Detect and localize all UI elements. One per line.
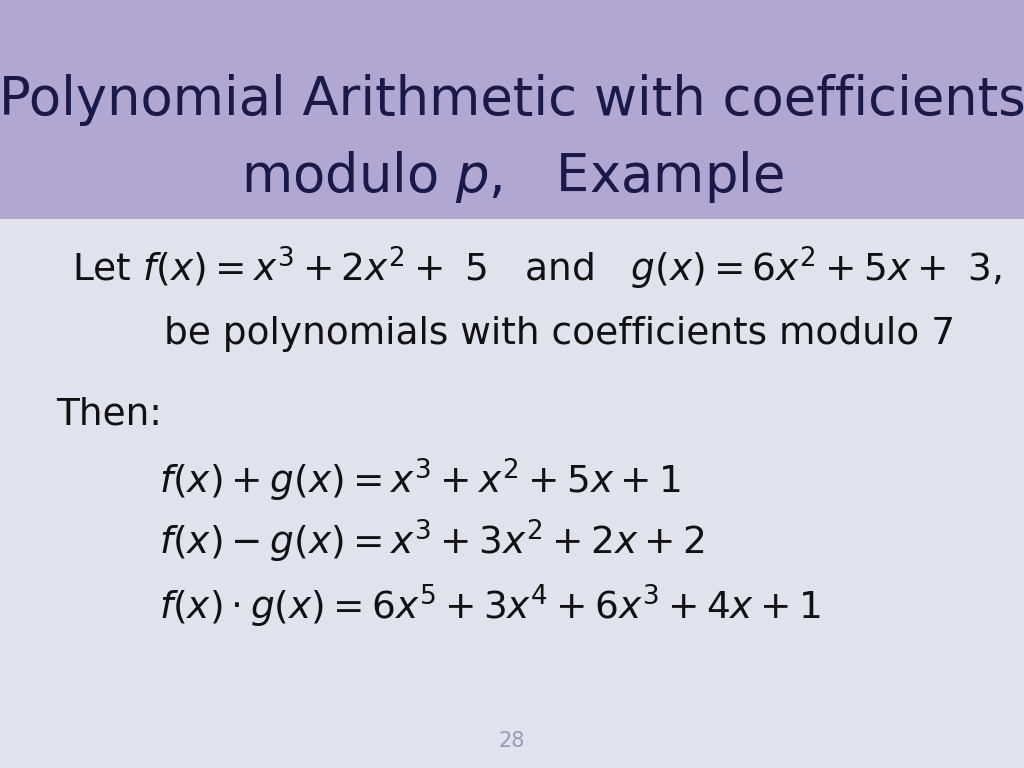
Text: be polynomials with coefficients modulo 7: be polynomials with coefficients modulo … xyxy=(164,316,955,352)
Text: $f(x) - g(x) = x^3 + 3x^2 + 2x + 2$: $f(x) - g(x) = x^3 + 3x^2 + 2x + 2$ xyxy=(159,518,705,565)
Text: modulo $p$,   Example: modulo $p$, Example xyxy=(241,149,783,204)
Bar xyxy=(0,0,1024,219)
Text: $f(x) + g(x) = x^3 + x^2 + 5x + 1$: $f(x) + g(x) = x^3 + x^2 + 5x + 1$ xyxy=(159,456,681,504)
Text: Then:: Then: xyxy=(56,397,162,432)
Text: Let $f(x) = x^3 + 2x^2 +\ 5$   and   $g(x) = 6x^2 + 5x +\ 3,$: Let $f(x) = x^3 + 2x^2 +\ 5$ and $g(x) =… xyxy=(72,245,1001,293)
Text: 28: 28 xyxy=(499,731,525,751)
Text: $f(x) \cdot g(x) = 6x^5 + 3x^4 +6x^3 + 4x + 1$: $f(x) \cdot g(x) = 6x^5 + 3x^4 +6x^3 + 4… xyxy=(159,583,820,631)
Text: Polynomial Arithmetic with coefficients: Polynomial Arithmetic with coefficients xyxy=(0,74,1024,126)
